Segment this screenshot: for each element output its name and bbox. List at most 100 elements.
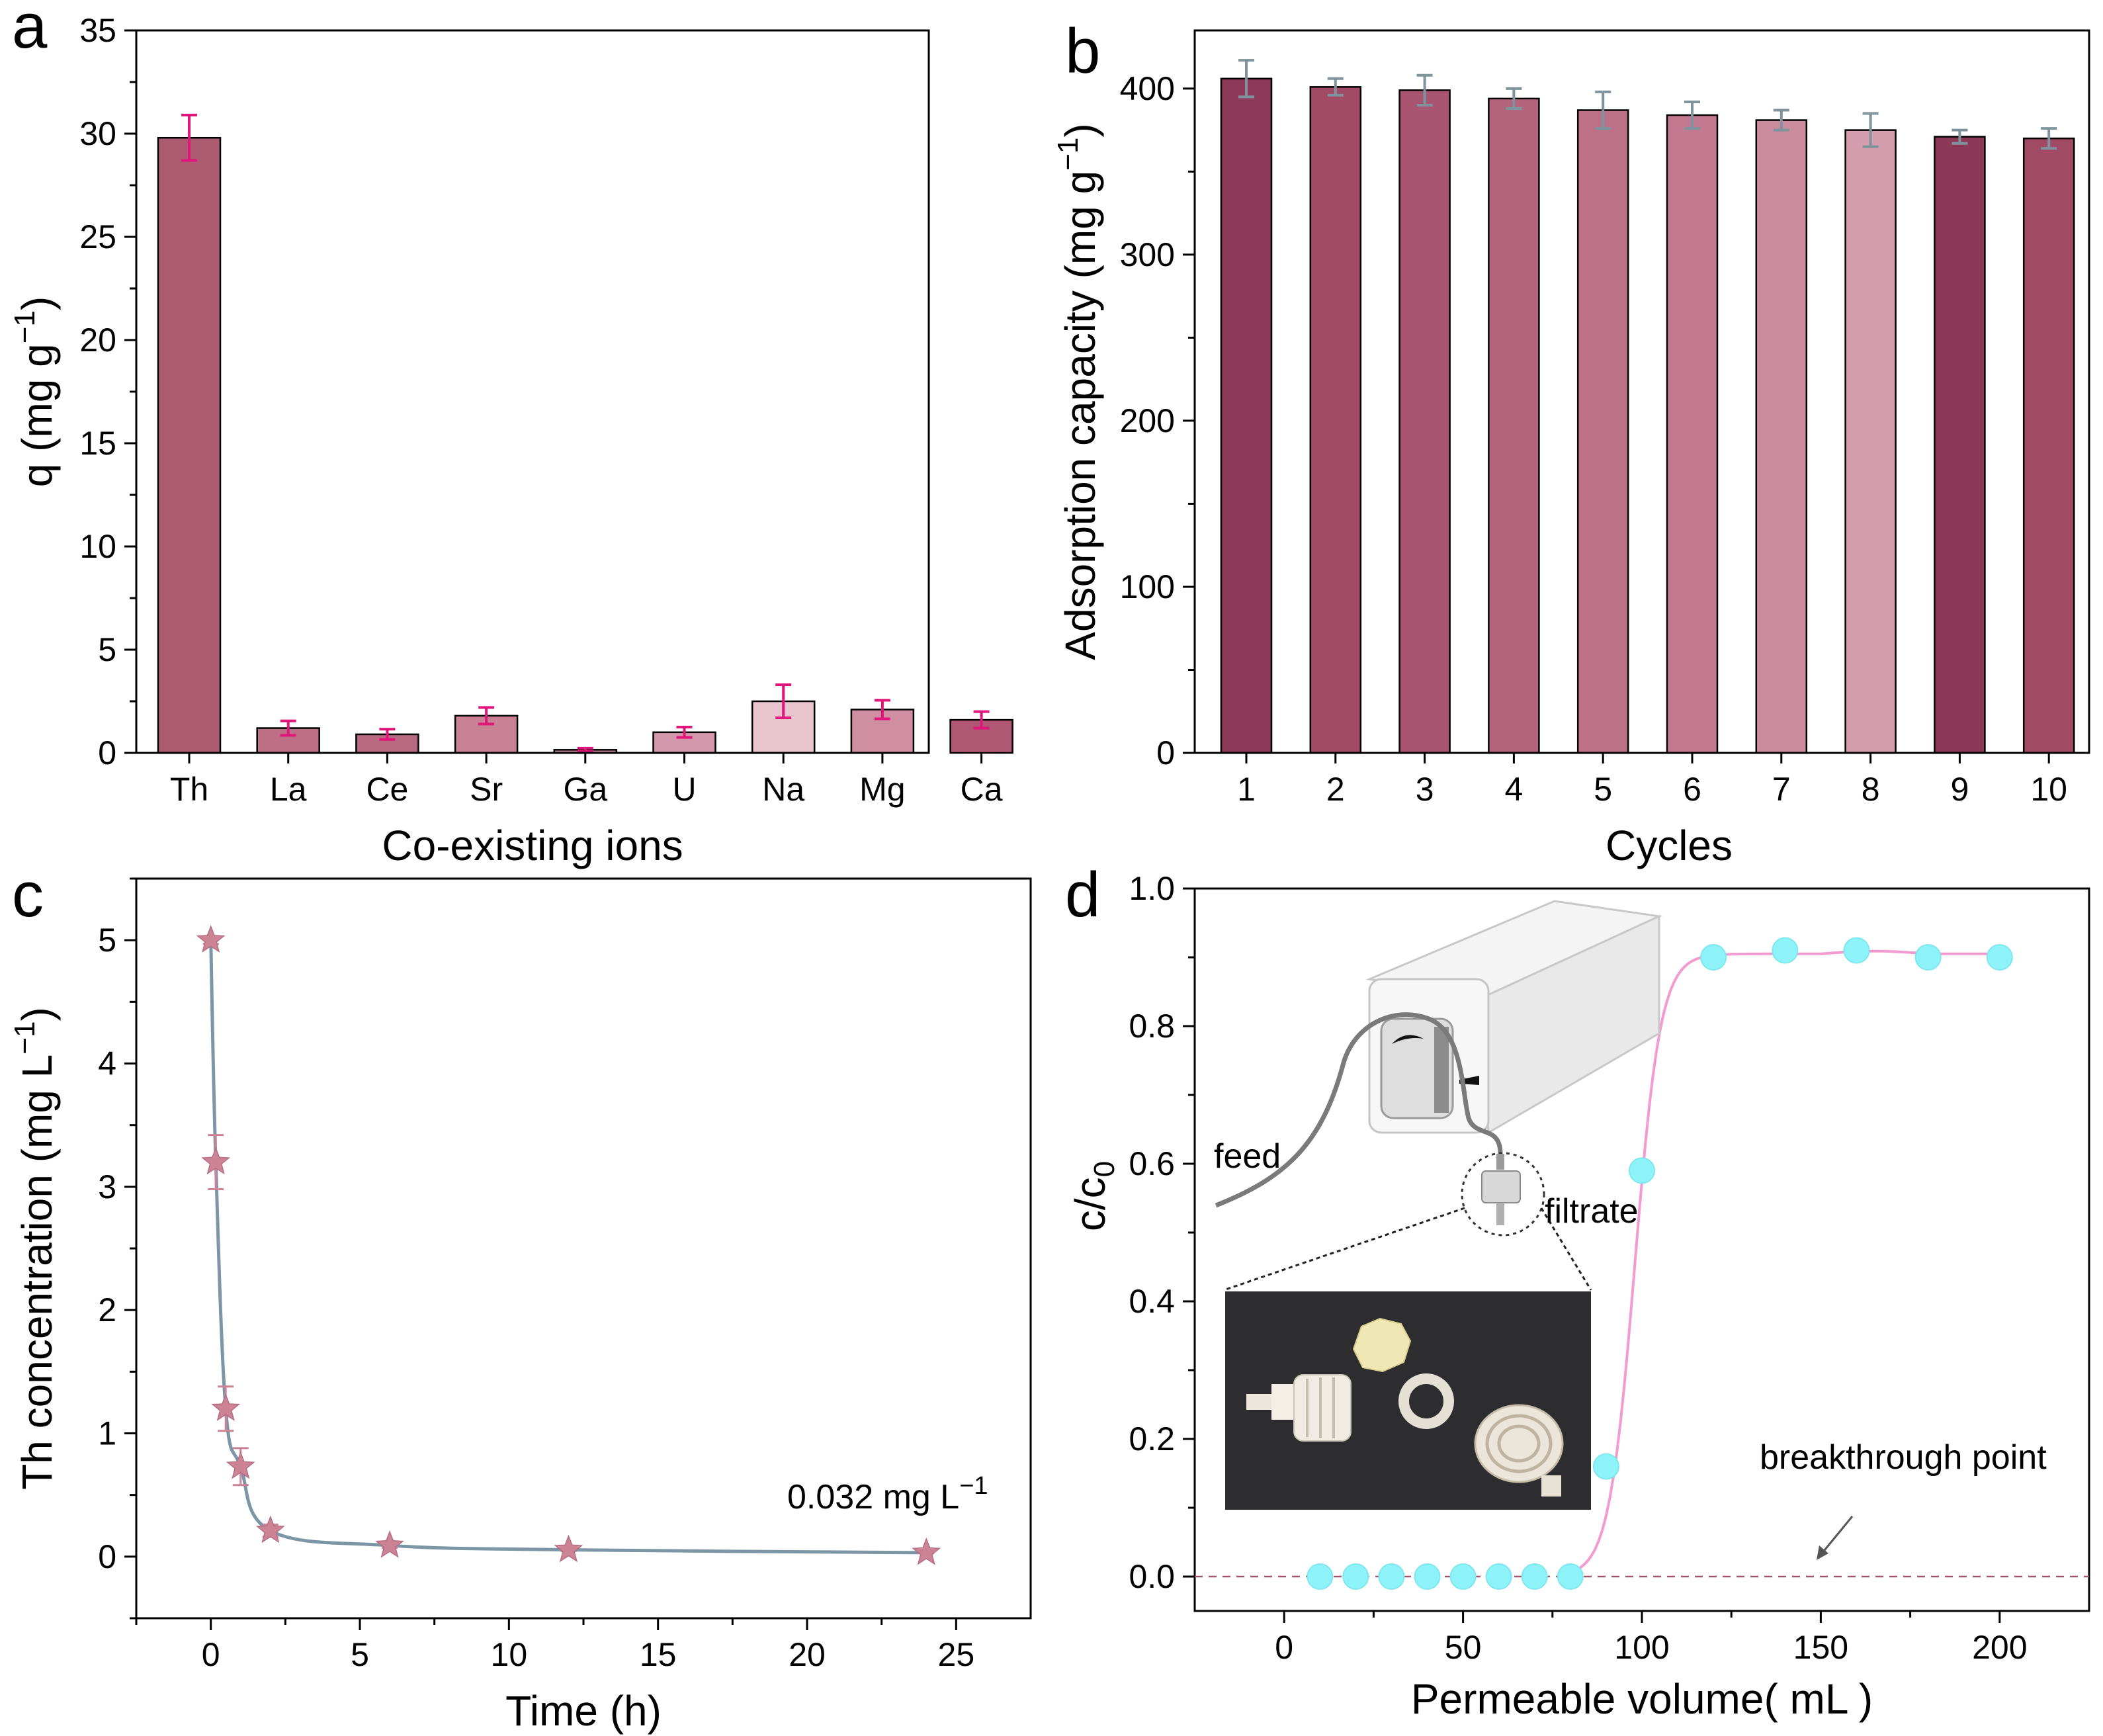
b-x-tick-label-6: 6 xyxy=(1683,771,1701,808)
b-errorbar-3 xyxy=(1416,73,1433,107)
panel-a-error-bars xyxy=(181,113,990,753)
b-bar-5 xyxy=(1576,109,1629,754)
c-x-tick-label-0: 0 xyxy=(202,1636,220,1673)
panel-d-x-title: Permeable volume( mL ) xyxy=(1411,1675,1873,1723)
panel-b-bars xyxy=(1220,77,2075,754)
panel-a-y-title-main: q (mg g xyxy=(13,343,61,487)
panel-d-plot xyxy=(1195,937,2089,1590)
a-y-tick-label-35: 35 xyxy=(79,12,116,49)
d-data-point-13 xyxy=(1914,944,1942,971)
panel-b-y-title-main: Adsorption capacity (mg g xyxy=(1056,171,1104,660)
d-data-point-8 xyxy=(1592,1453,1619,1480)
d-data-point-4 xyxy=(1449,1563,1477,1590)
c-x-tick-label-10: 10 xyxy=(491,1636,528,1673)
c-fit-line xyxy=(209,940,927,1555)
a-errorbar-Ga xyxy=(577,746,593,753)
c-data-point-7 xyxy=(912,1537,941,1565)
c-data-point-0 xyxy=(196,925,226,953)
a-errorbar-Ca xyxy=(973,710,990,730)
panel-c-annotation-main: 0.032 mg L xyxy=(787,1478,959,1516)
c-x-tick-label-25: 25 xyxy=(938,1636,975,1673)
filter-parts-photo xyxy=(1225,1291,1591,1510)
d-data-point-9 xyxy=(1629,1157,1655,1184)
panel-a: Th La Ce Sr Ga U Na Mg Ca 0 5 10 15 20 25 30 35 Co-exist… xyxy=(9,12,1013,869)
b-errorbar-4 xyxy=(1506,87,1522,110)
a-errorbar-U xyxy=(676,726,693,739)
filter-top xyxy=(1496,1154,1504,1170)
d-data-point-7 xyxy=(1557,1563,1584,1590)
c-data-point-1 xyxy=(201,1147,231,1175)
d-data-point-10 xyxy=(1700,944,1727,971)
panel-a-frame xyxy=(135,29,930,754)
c-x-tick-label-15: 15 xyxy=(640,1636,677,1673)
filter-body xyxy=(1481,1170,1521,1203)
a-errorbar-Sr xyxy=(478,706,495,726)
b-x-tick-label-8: 8 xyxy=(1862,771,1880,808)
panel-d-y-title-main: c/c xyxy=(1066,1177,1114,1231)
inset-label-feed: feed xyxy=(1214,1137,1281,1176)
b-bar-7 xyxy=(1755,119,1808,754)
panel-c-y-title-close: ) xyxy=(13,1007,61,1021)
panel-a-x-title: Co-existing ions xyxy=(382,822,683,869)
pump-head-shadow xyxy=(1434,1027,1449,1113)
c-y-tick-label-4: 4 xyxy=(98,1045,116,1082)
d-x-tick-label-200: 200 xyxy=(1972,1629,2027,1666)
b-bar-6 xyxy=(1666,114,1719,754)
panel-letter-d: d xyxy=(1065,859,1100,930)
filter-housing-left xyxy=(1246,1374,1352,1442)
panel-b-y-title-close: ) xyxy=(1056,123,1104,137)
c-y-tick-label-2: 2 xyxy=(98,1291,116,1328)
feed-tube xyxy=(1215,1012,1503,1208)
a-y-tick-label-20: 20 xyxy=(79,322,116,359)
o-ring xyxy=(1398,1373,1454,1429)
b-bar-9 xyxy=(1934,136,1986,754)
breakthrough-label: breakthrough point xyxy=(1760,1438,2047,1477)
panel-c-annotation-sup: −1 xyxy=(959,1472,988,1500)
b-errorbar-1 xyxy=(1238,59,1254,99)
b-errorbar-9 xyxy=(1952,128,1968,145)
panel-b-y-title: Adsorption capacity (mg g−1) xyxy=(1052,123,1104,660)
a-x-tick-label-Sr: Sr xyxy=(470,771,503,808)
a-y-tick-label-0: 0 xyxy=(98,734,116,771)
d-data-point-6 xyxy=(1521,1563,1548,1590)
a-x-tick-label-Th: Th xyxy=(170,771,208,808)
filter-housing-right xyxy=(1474,1404,1564,1497)
d-y-tick-label-0.6: 0.6 xyxy=(1129,1145,1175,1182)
d-data-point-14 xyxy=(1986,944,2013,971)
panel-letter-a: a xyxy=(12,0,48,62)
b-x-tick-label-5: 5 xyxy=(1594,771,1612,808)
panel-a-y-title-sup: −1 xyxy=(9,310,41,343)
panel-a-bars xyxy=(157,136,1013,754)
a-x-tick-label-Mg: Mg xyxy=(859,771,905,808)
b-errorbar-6 xyxy=(1684,100,1700,130)
b-bar-2 xyxy=(1309,86,1362,754)
d-data-point-2 xyxy=(1378,1563,1405,1590)
c-y-tick-label-1: 1 xyxy=(98,1415,116,1452)
c-y-tick-label-3: 3 xyxy=(98,1168,116,1205)
c-x-tick-label-5: 5 xyxy=(351,1636,369,1673)
inset-label-filtrate: filtrate xyxy=(1545,1192,1639,1231)
filter-bottom xyxy=(1496,1203,1504,1225)
zoom-line-left xyxy=(1223,1207,1465,1291)
a-x-tick-label-Ga: Ga xyxy=(563,771,607,808)
d-data-point-3 xyxy=(1414,1563,1441,1590)
breakthrough-arrow-head xyxy=(1817,1545,1828,1560)
a-x-tick-label-U: U xyxy=(672,771,696,808)
b-bar-3 xyxy=(1398,89,1451,754)
a-errorbar-Ce xyxy=(379,728,396,741)
zoom-line-right xyxy=(1540,1207,1592,1291)
b-errorbar-7 xyxy=(1773,108,1789,132)
b-y-tick-label-300: 300 xyxy=(1120,236,1175,273)
d-x-tick-label-150: 150 xyxy=(1793,1629,1848,1666)
c-data-point-6 xyxy=(554,1534,583,1563)
d-data-point-5 xyxy=(1485,1563,1512,1590)
b-bar-10 xyxy=(2022,137,2075,754)
panel-letter-b: b xyxy=(1065,16,1100,87)
a-y-tick-label-5: 5 xyxy=(98,631,116,668)
d-data-point-1 xyxy=(1342,1563,1369,1590)
d-y-tick-label-1.0: 1.0 xyxy=(1129,870,1175,907)
a-y-tick-label-15: 15 xyxy=(79,425,116,462)
